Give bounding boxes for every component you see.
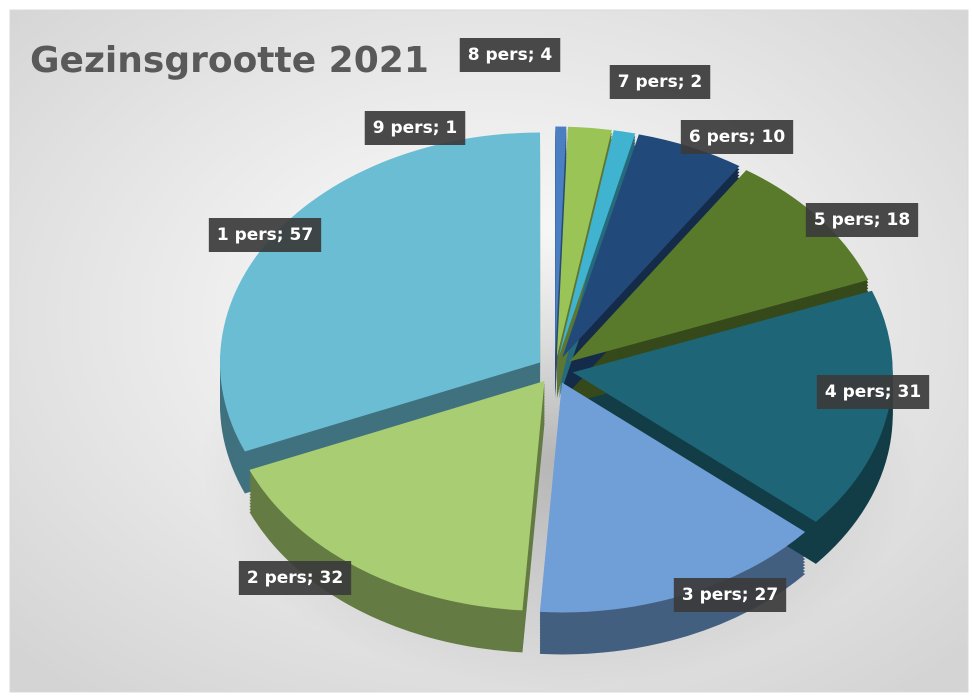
label-value: 1: [445, 118, 457, 138]
data-label: 3 pers; 27: [673, 578, 787, 612]
data-label-text: 6 pers; 10: [689, 127, 786, 147]
data-label-box: [609, 65, 711, 99]
label-separator: ;: [874, 210, 887, 230]
data-label-text: 1 pers; 57: [217, 225, 313, 245]
data-label: 2 pers; 32: [238, 561, 352, 595]
label-category: 8 pers: [468, 45, 528, 65]
label-value: 4: [540, 45, 552, 65]
slice: [562, 134, 740, 358]
data-label-text: 2 pers; 32: [247, 568, 343, 588]
data-label: 6 pers; 10: [680, 120, 794, 154]
data-label-box: [816, 375, 930, 409]
data-label-box: [680, 120, 794, 154]
data-label: 5 pers; 18: [805, 203, 919, 237]
data-label-text: 9 pers; 1: [373, 118, 458, 138]
data-label: 7 pers; 2: [609, 65, 711, 99]
label-value: 10: [762, 127, 786, 147]
data-label: 8 pers; 4: [459, 38, 561, 72]
slice: [556, 126, 612, 357]
label-category: 1 pers: [217, 225, 277, 245]
label-value: 31: [898, 382, 922, 402]
label-separator: ;: [885, 382, 898, 402]
label-category: 6 pers: [689, 127, 749, 147]
chart-title: Gezinsgrootte 2021: [30, 40, 429, 81]
label-separator: ;: [678, 72, 691, 92]
label-value: 32: [320, 568, 344, 588]
label-value: 27: [755, 585, 779, 605]
label-separator: ;: [307, 568, 320, 588]
label-value: 2: [690, 72, 702, 92]
slice: [572, 290, 893, 522]
data-label-box: [805, 203, 919, 237]
data-label: 4 pers; 31: [816, 375, 930, 409]
data-label-box: [238, 561, 352, 595]
data-label: 1 pers; 57: [208, 218, 322, 252]
label-separator: ;: [433, 118, 446, 138]
label-value: 18: [887, 210, 911, 230]
slice: [569, 170, 869, 362]
data-label-text: 5 pers; 18: [814, 210, 910, 230]
data-label-box: [673, 578, 787, 612]
data-label-text: 4 pers; 31: [825, 382, 921, 402]
data-label-box: [364, 111, 466, 145]
label-separator: ;: [528, 45, 541, 65]
slice-side: [558, 142, 636, 369]
slice: [555, 126, 567, 357]
data-label-box: [459, 38, 561, 72]
label-category: 5 pers: [814, 210, 874, 230]
data-label-text: 3 pers; 27: [682, 585, 778, 605]
slice: [539, 382, 806, 613]
slice: [220, 132, 541, 452]
data-label: 9 pers; 1: [364, 111, 466, 145]
label-separator: ;: [749, 127, 762, 147]
label-separator: ;: [742, 585, 755, 605]
label-category: 3 pers: [682, 585, 742, 605]
label-separator: ;: [277, 225, 290, 245]
slice: [249, 380, 545, 611]
label-value: 57: [290, 225, 314, 245]
label-category: 9 pers: [373, 118, 433, 138]
label-category: 7 pers: [618, 72, 678, 92]
data-label-box: [208, 218, 322, 252]
label-category: 4 pers: [825, 382, 885, 402]
data-label-text: 7 pers; 2: [618, 72, 703, 92]
slice: [558, 130, 636, 357]
data-label-text: 8 pers; 4: [468, 45, 553, 65]
label-category: 2 pers: [247, 568, 307, 588]
